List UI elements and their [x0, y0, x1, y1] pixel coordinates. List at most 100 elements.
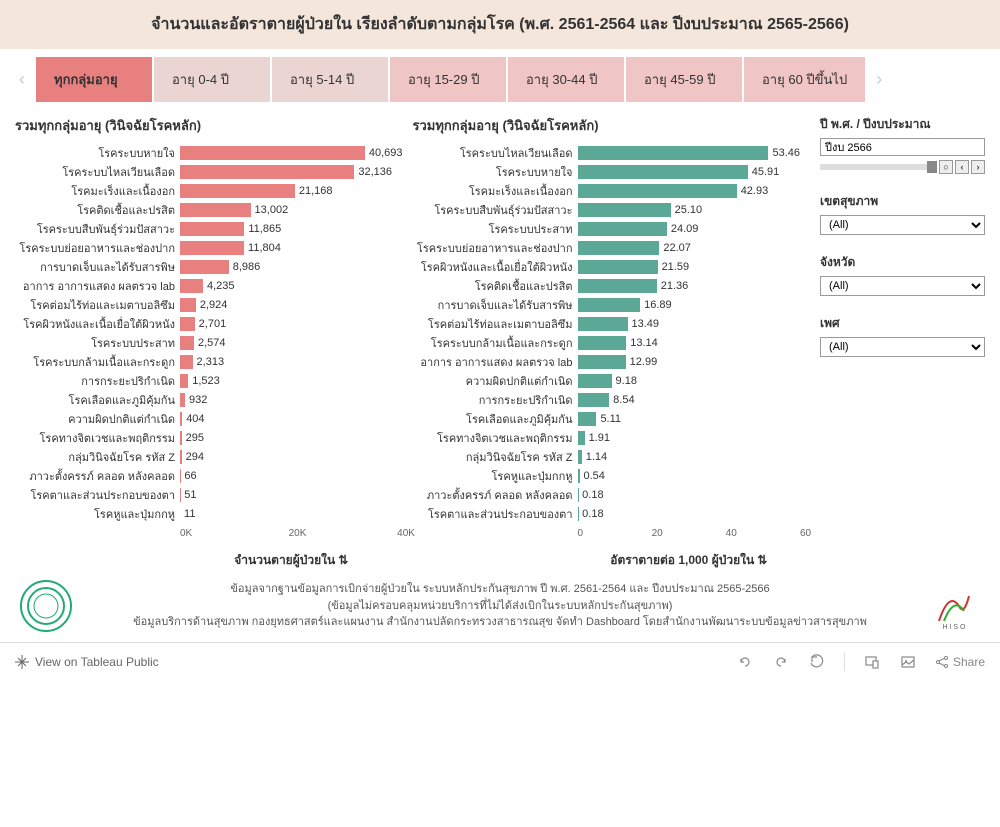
footer-info: ข้อมูลจากฐานข้อมูลการเบิกจ่ายผู้ป่วยใน ร…: [0, 570, 1000, 642]
chart-row: โรคระบบไหลเวียนเลือด53.46: [413, 144, 801, 162]
bar[interactable]: [180, 355, 193, 369]
bar[interactable]: [578, 393, 610, 407]
tab-6[interactable]: อายุ 60 ปีขึ้นไป: [744, 57, 865, 102]
filter-province-select[interactable]: (All): [820, 276, 985, 296]
redo-icon[interactable]: [772, 653, 790, 671]
chart-row: โรคระบบกล้ามเนื้อและกระดูก2,313: [15, 353, 403, 371]
bar[interactable]: [180, 222, 244, 236]
sort-icon[interactable]: ⇅: [757, 553, 767, 567]
bar[interactable]: [578, 184, 737, 198]
row-label: โรคผิวหนังและเนื้อเยื่อใต้ผิวหนัง: [413, 258, 578, 276]
bar[interactable]: [578, 450, 582, 464]
bar[interactable]: [578, 260, 658, 274]
tab-5[interactable]: อายุ 45-59 ปี: [626, 57, 742, 102]
row-label: โรคหูและปุ่มกกหู: [413, 467, 578, 485]
bar[interactable]: [578, 469, 580, 483]
row-label: โรคตาและส่วนประกอบของตา: [413, 505, 578, 523]
bar[interactable]: [180, 165, 354, 179]
tab-1[interactable]: อายุ 0-4 ปี: [154, 57, 270, 102]
bar-value: 21.59: [662, 261, 690, 273]
filter-province-label: จังหวัด: [820, 253, 985, 272]
view-on-tableau-button[interactable]: View on Tableau Public: [15, 655, 159, 669]
bar[interactable]: [578, 165, 748, 179]
bar[interactable]: [578, 317, 628, 331]
slider-reset-icon[interactable]: ○: [939, 160, 953, 174]
tabs-prev-arrow[interactable]: ‹: [10, 60, 34, 100]
bar[interactable]: [180, 412, 182, 426]
tab-4[interactable]: อายุ 30-44 ปี: [508, 57, 624, 102]
slider-prev-icon[interactable]: ‹: [955, 160, 969, 174]
filter-sex-select[interactable]: (All): [820, 337, 985, 357]
bar[interactable]: [578, 507, 579, 521]
bar[interactable]: [180, 450, 182, 464]
filter-year-input[interactable]: [820, 138, 985, 156]
row-label: โรคติดเชื้อและปรสิต: [413, 277, 578, 295]
chart-row: อาการ อาการแสดง ผลตรวจ lab4,235: [15, 277, 403, 295]
bar[interactable]: [578, 412, 597, 426]
tab-2[interactable]: อายุ 5-14 ปี: [272, 57, 388, 102]
bar[interactable]: [180, 184, 295, 198]
chart-row: โรคเลือดและภูมิคุ้มกัน932: [15, 391, 403, 409]
row-label: ความผิดปกติแต่กำเนิด: [413, 372, 578, 390]
bar[interactable]: [578, 203, 671, 217]
share-button[interactable]: Share: [935, 653, 985, 671]
row-label: การบาดเจ็บและได้รับสารพิษ: [413, 296, 578, 314]
sort-icon[interactable]: ⇅: [338, 553, 348, 567]
tabs-container: ‹ ทุกกลุ่มอายุอายุ 0-4 ปีอายุ 5-14 ปีอาย…: [0, 49, 1000, 110]
bar[interactable]: [180, 260, 229, 274]
chart-row: การบาดเจ็บและได้รับสารพิษ8,986: [15, 258, 403, 276]
bar[interactable]: [180, 203, 251, 217]
row-label: โรคระบบกล้ามเนื้อและกระดูก: [413, 334, 578, 352]
row-label: โรคติดเชื้อและปรสิต: [15, 201, 180, 219]
bar-value: 295: [186, 432, 204, 444]
tab-0[interactable]: ทุกกลุ่มอายุ: [36, 57, 152, 102]
bar-value: 0.18: [582, 489, 603, 501]
row-label: ความผิดปกติแต่กำเนิด: [15, 410, 180, 428]
bar-value: 51: [184, 489, 196, 501]
tab-3[interactable]: อายุ 15-29 ปี: [390, 57, 506, 102]
bar[interactable]: [180, 146, 365, 160]
bar[interactable]: [578, 336, 627, 350]
bar[interactable]: [180, 431, 182, 445]
chart-row: โรคตาและส่วนประกอบของตา51: [15, 486, 403, 504]
bar[interactable]: [180, 241, 244, 255]
bar[interactable]: [180, 336, 194, 350]
undo-icon[interactable]: [736, 653, 754, 671]
replay-icon[interactable]: [808, 653, 826, 671]
image-icon[interactable]: [899, 653, 917, 671]
bar[interactable]: [578, 279, 657, 293]
slider-next-icon[interactable]: ›: [971, 160, 985, 174]
chart-row: โรคหูและปุ่มกกหู11: [15, 505, 403, 523]
bar[interactable]: [578, 431, 585, 445]
bar[interactable]: [578, 355, 626, 369]
bar[interactable]: [180, 317, 195, 331]
bar[interactable]: [180, 374, 188, 388]
axis-tick: 20K: [289, 528, 307, 539]
bar[interactable]: [180, 298, 196, 312]
tableau-icon: [15, 655, 29, 669]
chart-row: โรคต่อมไร้ท่อและเมตาบอลิซึม13.49: [413, 315, 801, 333]
chart-row: โรคระบบย่อยอาหารและช่องปาก22.07: [413, 239, 801, 257]
bar[interactable]: [180, 393, 185, 407]
year-slider[interactable]: [820, 164, 937, 170]
axis-tick: 40: [726, 528, 737, 539]
bar[interactable]: [180, 279, 203, 293]
bar[interactable]: [578, 241, 660, 255]
tabs-next-arrow[interactable]: ›: [867, 60, 891, 100]
chart-row: ภาวะตั้งครรภ์ คลอด หลังคลอด66: [15, 467, 403, 485]
row-label: การบาดเจ็บและได้รับสารพิษ: [15, 258, 180, 276]
bar[interactable]: [578, 222, 667, 236]
bar[interactable]: [578, 488, 579, 502]
bar[interactable]: [578, 374, 612, 388]
moph-logo: [20, 580, 72, 632]
device-icon[interactable]: [863, 653, 881, 671]
row-label: กลุ่มวินิจฉัยโรค รหัส Z: [413, 448, 578, 466]
bar[interactable]: [578, 298, 641, 312]
filter-region-select[interactable]: (All): [820, 215, 985, 235]
chart2-title: รวมทุกกลุ่มอายุ (วินิจฉัยโรคหลัก): [413, 115, 801, 136]
bar-value: 40,693: [369, 147, 403, 159]
bar[interactable]: [578, 146, 769, 160]
chart-row: อาการ อาการแสดง ผลตรวจ lab12.99: [413, 353, 801, 371]
chart-row: โรคระบบประสาท2,574: [15, 334, 403, 352]
axis-tick: 60: [800, 528, 811, 539]
